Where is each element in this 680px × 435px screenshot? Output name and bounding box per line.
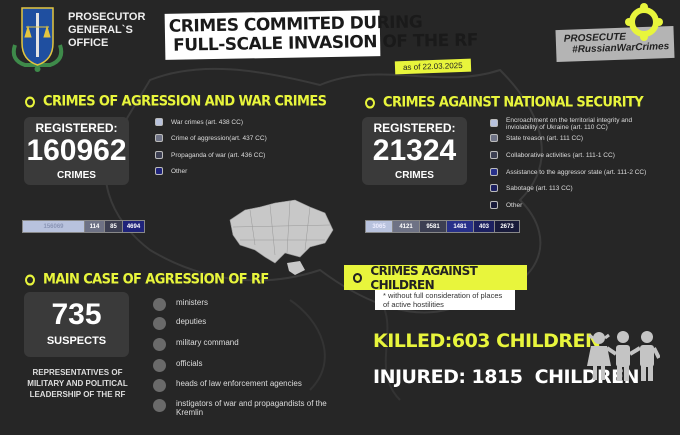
- war-crimes-total-card: REGISTERED: 160962 CRIMES: [24, 117, 129, 185]
- legend-label: Encroachment on the territorial integrit…: [506, 117, 633, 131]
- org-name-line: PROSECUTOR: [68, 11, 146, 23]
- suspects-count: 735: [51, 298, 102, 331]
- crosshair-logo-icon: [625, 3, 663, 41]
- legend-swatch: [155, 167, 163, 175]
- unit-label: SUSPECTS: [46, 335, 107, 347]
- registered-label: REGISTERED:: [373, 121, 456, 135]
- children-note: * without full consideration of places o…: [375, 290, 515, 310]
- bar-segment: 4121: [393, 221, 420, 232]
- bar-segment: 2673: [495, 221, 519, 232]
- org-name-line: OFFICE: [68, 37, 109, 49]
- legend-swatch: [155, 118, 163, 126]
- page-title: CRIMES COMMITED DURING FULL-SCALE INVASI…: [164, 10, 479, 60]
- badge-line: #RussianWarCrimes: [571, 41, 670, 56]
- legend-swatch: [490, 168, 498, 176]
- injured-children: INJURED: 1815 CHILDREN: [373, 366, 639, 388]
- target-icon: [353, 272, 363, 283]
- main-case-heading: MAIN CASE OF AGRESSION OF RF: [25, 271, 269, 288]
- legend-swatch: [155, 151, 163, 159]
- national-security-heading: CRIMES AGAINST NATIONAL SECURITY: [365, 94, 644, 111]
- legend-swatch: [490, 151, 498, 159]
- legend-swatch: [490, 201, 498, 209]
- heading-text: CRIMES AGAINST CHILDREN: [370, 263, 478, 292]
- prosecutor-emblem-logo: [11, 7, 64, 72]
- target-icon: [365, 97, 375, 108]
- ukraine-map: [229, 199, 334, 275]
- title-line: FULL-SCALE INVASION OF THE RF: [172, 30, 479, 56]
- bullet-icon: [153, 399, 166, 412]
- suspects-description: REPRESENTATIVES OF MILITARY AND POLITICA…: [27, 368, 128, 399]
- list-item: officials: [176, 359, 203, 368]
- target-icon: [25, 274, 35, 285]
- list-item: ministers: [176, 298, 209, 307]
- heading-text: CRIMES OF AGRESSION AND WAR CRIMES: [43, 93, 327, 110]
- bullet-icon: [153, 359, 166, 372]
- list-item: heads of law enforcement agencies: [176, 379, 302, 388]
- killed-children: KILLED:603 CHILDREN: [373, 330, 601, 352]
- bar-segment: 114: [85, 221, 105, 232]
- national-security-breakdown-bar: 3065 4121 9581 1481 403 2673: [365, 220, 520, 233]
- war-crimes-heading: CRIMES OF AGRESSION AND WAR CRIMES: [25, 93, 327, 110]
- bullet-icon: [153, 379, 166, 392]
- heading-text: MAIN CASE OF AGRESSION OF RF: [43, 271, 269, 288]
- legend-label: Sabotage (art. 113 CC): [506, 184, 573, 192]
- legend-label: Assistance to the aggressor state (art. …: [506, 168, 647, 176]
- bullet-icon: [153, 317, 166, 330]
- legend-label: Crime of aggression(art. 437 CC): [171, 134, 267, 142]
- bar-segment: 156069: [23, 221, 85, 232]
- legend-swatch: [490, 184, 498, 192]
- heading-text: CRIMES AGAINST NATIONAL SECURITY: [383, 94, 644, 111]
- total-count: 21324: [372, 134, 457, 167]
- bar-segment: 9581: [420, 221, 447, 232]
- legend-label: War crimes (art. 438 CC): [171, 118, 243, 126]
- suspects-card: 735 SUSPECTS: [24, 292, 129, 357]
- legend-swatch: [490, 119, 498, 127]
- war-crimes-breakdown-bar: 156069 114 85 4694: [22, 220, 145, 233]
- bullet-icon: [153, 338, 166, 351]
- bar-segment: 85: [105, 221, 123, 232]
- total-count: 160962: [26, 134, 127, 167]
- org-name: PROSECUTOR GENERAL`S OFFICE: [68, 11, 145, 50]
- bullet-icon: [153, 298, 166, 311]
- date-tag: as of 22.03.2025: [394, 58, 471, 75]
- bar-segment: 403: [474, 221, 495, 232]
- list-item: instigators of war and propagandists of …: [176, 399, 327, 417]
- legend-swatch: [490, 134, 498, 142]
- legend-label: Collaborative activities (art. 111-1 CC): [506, 151, 615, 159]
- unit-label: CRIMES: [57, 170, 96, 181]
- registered-label: REGISTERED:: [35, 121, 118, 135]
- national-security-total-card: REGISTERED: 21324 CRIMES: [362, 117, 467, 185]
- org-name-line: GENERAL`S: [68, 24, 133, 36]
- children-heading: CRIMES AGAINST CHILDREN: [344, 263, 527, 292]
- bar-segment: 1481: [447, 221, 474, 232]
- legend-label: Other: [506, 201, 523, 209]
- unit-label: CRIMES: [395, 170, 434, 181]
- legend-swatch: [155, 134, 163, 142]
- legend-label: Propaganda of war (art. 436 CC): [171, 151, 266, 159]
- legend-label: Other: [171, 167, 188, 175]
- bar-segment: 3065: [366, 221, 393, 232]
- bar-segment: 4694: [123, 221, 144, 232]
- list-item: military command: [176, 338, 239, 347]
- legend-label: State treason (art. 111 CC): [506, 134, 584, 142]
- children-icon: [587, 331, 660, 381]
- list-item: deputies: [176, 317, 207, 326]
- target-icon: [25, 96, 35, 107]
